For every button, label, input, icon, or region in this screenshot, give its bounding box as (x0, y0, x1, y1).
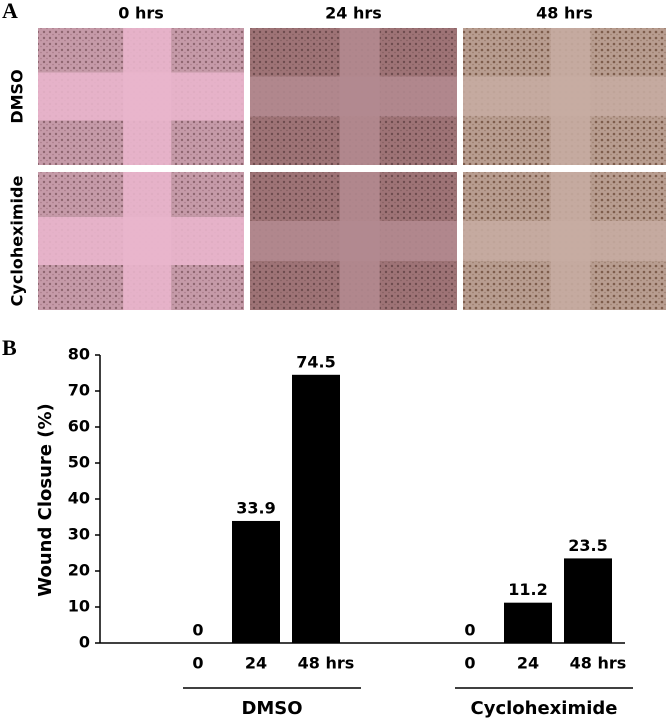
row-label: DMSO (8, 69, 27, 123)
wound-gap (463, 76, 666, 117)
y-tick-label: 10 (68, 597, 90, 616)
value-label: 23.5 (568, 536, 607, 555)
column-header: 0 hrs (118, 4, 164, 23)
value-label: 0 (192, 621, 203, 640)
y-tick-label: 0 (79, 633, 90, 652)
wound-gap (38, 217, 244, 265)
group-label: Cycloheximide (471, 698, 618, 719)
wound-gap (38, 72, 244, 121)
value-label: 11.2 (508, 580, 547, 599)
y-tick-label: 20 (68, 561, 90, 580)
panel-label: A (2, 0, 18, 23)
wound-gap (463, 221, 666, 261)
value-label: 74.5 (296, 352, 335, 371)
bar (564, 558, 612, 643)
y-tick-label: 40 (68, 489, 90, 508)
y-tick-label: 50 (68, 453, 90, 472)
column-header: 48 hrs (536, 4, 593, 23)
bar (232, 520, 280, 643)
panel-label: B (2, 335, 17, 360)
value-label: 33.9 (236, 498, 275, 517)
x-tick-label: 48 hrs (298, 654, 355, 673)
wound-gap (250, 76, 457, 117)
y-tick-label: 70 (68, 381, 90, 400)
row-label: Cycloheximide (8, 176, 27, 307)
y-axis-title: Wound Closure (%) (35, 403, 56, 596)
bar (292, 374, 340, 643)
wound-gap (250, 221, 457, 261)
value-label: 0 (464, 621, 475, 640)
y-tick-label: 80 (68, 345, 90, 364)
group-label: DMSO (241, 698, 302, 719)
x-tick-label: 24 (245, 654, 267, 673)
x-tick-label: 24 (517, 654, 539, 673)
x-tick-label: 0 (464, 654, 475, 673)
column-header: 24 hrs (325, 4, 382, 23)
bar (504, 602, 552, 643)
y-tick-label: 60 (68, 417, 90, 436)
micrographs (38, 28, 666, 310)
y-tick-label: 30 (68, 525, 90, 544)
x-tick-label: 48 hrs (570, 654, 627, 673)
x-tick-label: 0 (192, 654, 203, 673)
